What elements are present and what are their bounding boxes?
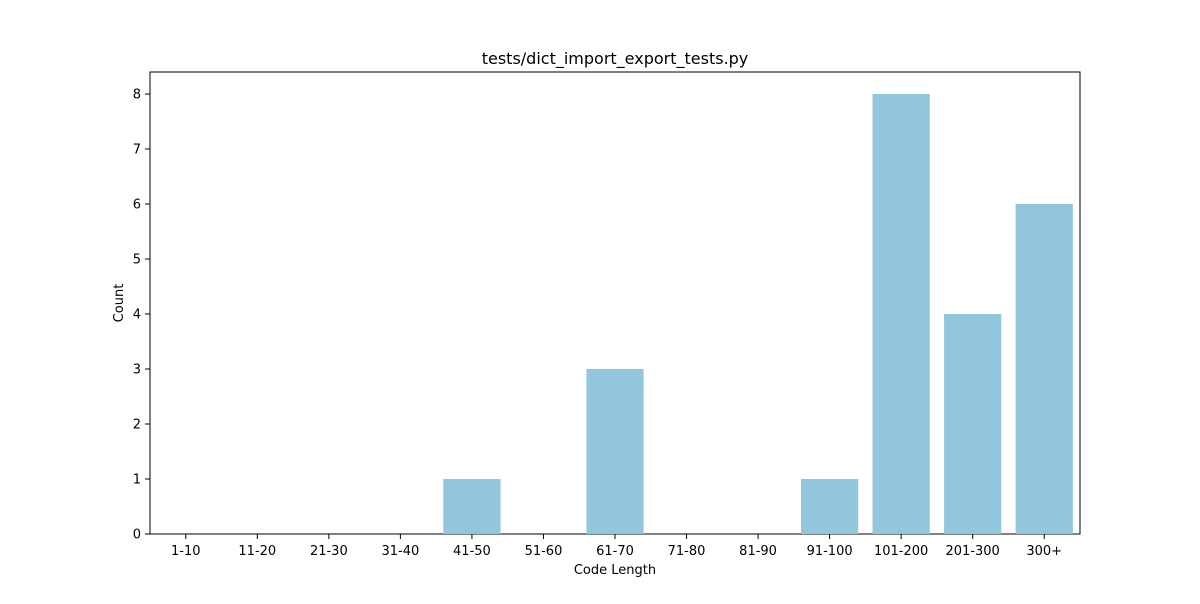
x-axis-label: Code Length xyxy=(574,563,656,578)
y-tick-label: 3 xyxy=(133,363,141,378)
x-tick-label: 61-70 xyxy=(596,544,634,559)
y-tick-label: 8 xyxy=(133,88,141,103)
chart-title: tests/dict_import_export_tests.py xyxy=(482,49,749,69)
y-tick-label: 7 xyxy=(133,143,141,158)
bar xyxy=(586,369,644,534)
x-tick-label: 1-10 xyxy=(171,544,201,559)
y-tick-label: 2 xyxy=(133,418,141,433)
y-tick-label: 1 xyxy=(133,473,141,488)
x-tick-label: 51-60 xyxy=(525,544,563,559)
x-tick-label: 11-20 xyxy=(238,544,276,559)
x-axis: 1-10 11-20 21-30 31-40 41-50 51-60 61-70 71-80 8… xyxy=(171,534,1062,559)
bar xyxy=(872,94,930,534)
y-axis-label: Count xyxy=(112,284,127,323)
plot-area: 0 1 2 3 4 5 6 7 8 1-10 11-20 21-30 31-40 41-50 51-60 6… xyxy=(133,71,1081,559)
bar xyxy=(801,479,859,534)
x-tick-label: 201-300 xyxy=(946,544,1000,559)
y-axis: 0 1 2 3 4 5 6 7 8 xyxy=(133,88,150,543)
bar xyxy=(1015,204,1073,534)
x-tick-label: 71-80 xyxy=(668,544,706,559)
bars-group xyxy=(443,94,1073,534)
bar xyxy=(944,314,1002,534)
x-tick-label: 31-40 xyxy=(381,544,419,559)
y-tick-label: 5 xyxy=(133,253,141,268)
x-tick-label: 81-90 xyxy=(739,544,777,559)
y-tick-label: 6 xyxy=(133,198,141,213)
y-tick-label: 0 xyxy=(133,528,141,543)
y-tick-label: 4 xyxy=(133,308,141,323)
bar xyxy=(443,479,501,534)
x-tick-label: 91-100 xyxy=(807,544,853,559)
x-tick-label: 300+ xyxy=(1026,544,1062,559)
x-tick-label: 101-200 xyxy=(874,544,928,559)
x-tick-label: 41-50 xyxy=(453,544,491,559)
x-tick-label: 21-30 xyxy=(310,544,348,559)
